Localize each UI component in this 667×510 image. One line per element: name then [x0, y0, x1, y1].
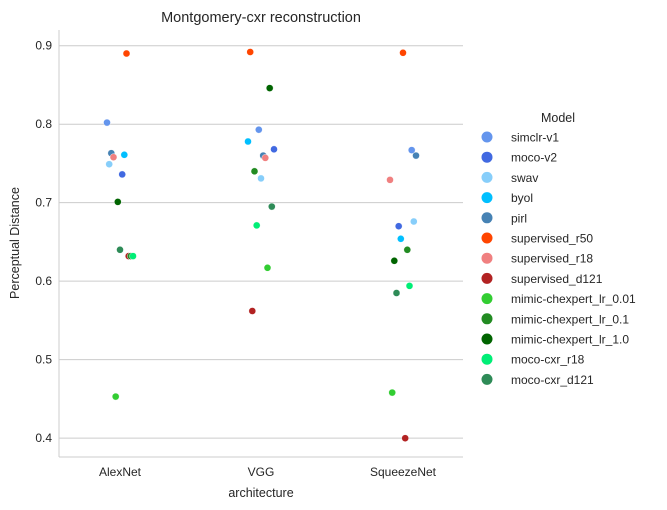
point-swav-squeezenet: [410, 217, 418, 226]
point-mimic-chexpert-lr-0-1-squeezenet: [403, 246, 411, 254]
point-simclr-v1-squeezenet: [408, 146, 416, 154]
legend-marker-simclr-v1: [481, 131, 493, 143]
legend-marker-supervised-d121: [481, 272, 493, 284]
axes: [58, 30, 463, 458]
legend-marker-mimic-chexpert-lr-0-01: [481, 293, 493, 305]
legend-marker-pirl: [481, 212, 493, 224]
legend: Model simclr-v1 moco-v2 swav byol pirl superv…: [481, 111, 636, 387]
x-axis-label: architecture: [228, 486, 293, 500]
y-tick-label: 0.8: [35, 117, 52, 131]
legend-marker-byol: [481, 192, 493, 204]
legend-marker-supervised-r50: [481, 232, 493, 244]
data-points: [103, 48, 420, 442]
x-tick-labels: AlexNet VGG SqueezeNet: [99, 465, 437, 479]
legend-marker-swav: [481, 171, 493, 183]
point-moco-v2-vgg: [270, 145, 278, 154]
point-simclr-v1-vgg: [255, 125, 263, 134]
legend-label-mimic-chexpert-lr-1-0: mimic-chexpert_lr_1.0: [511, 333, 629, 347]
point-supervised-d121-vgg: [248, 307, 257, 315]
legend-marker-moco-cxr-d121: [481, 373, 493, 385]
y-tick-label: 0.5: [35, 353, 52, 367]
point-simclr-v1-alexnet: [103, 118, 111, 127]
point-swav-alexnet: [105, 160, 113, 168]
point-mimic-chexpert-lr-1-0-alexnet: [114, 198, 122, 206]
y-tick-label: 0.7: [35, 196, 52, 210]
point-supervised-r50-squeezenet: [399, 49, 407, 57]
grid-lines: [59, 45, 463, 439]
legend-marker-mimic-chexpert-lr-0-1: [481, 313, 493, 325]
point-swav-vgg: [257, 174, 265, 183]
legend-label-pirl: pirl: [511, 211, 527, 225]
y-tick-labels: 0.4 0.5 0.6 0.7 0.8 0.9: [35, 39, 52, 445]
point-mimic-chexpert-lr-0-01-alexnet: [111, 392, 120, 401]
point-byol-alexnet: [120, 151, 129, 159]
point-supervised-r18-squeezenet: [386, 176, 394, 184]
legend-items: simclr-v1 moco-v2 swav byol pirl supervised_r…: [481, 131, 636, 387]
legend-label-moco-v2: moco-v2: [511, 151, 557, 165]
y-tick-label: 0.9: [35, 39, 52, 53]
point-pirl-squeezenet: [412, 151, 420, 160]
point-moco-cxr-d121-alexnet: [116, 246, 124, 254]
point-moco-cxr-d121-squeezenet: [392, 289, 401, 297]
legend-title: Model: [541, 111, 575, 125]
y-tick-label: 0.6: [35, 274, 52, 288]
legend-label-swav: swav: [511, 171, 538, 185]
chart-title: Montgomery-cxr reconstruction: [161, 10, 361, 26]
point-moco-cxr-r18-squeezenet: [405, 282, 414, 290]
point-moco-v2-alexnet: [118, 170, 126, 179]
legend-marker-mimic-chexpert-lr-1-0: [481, 333, 493, 345]
legend-label-supervised-d121: supervised_d121: [511, 272, 603, 286]
x-tick-label-vgg: VGG: [248, 465, 275, 479]
point-moco-cxr-d121-vgg: [268, 202, 276, 211]
legend-marker-moco-cxr-r18: [481, 353, 493, 365]
legend-label-mimic-chexpert-lr-0-1: mimic-chexpert_lr_0.1: [511, 312, 629, 326]
point-mimic-chexpert-lr-1-0-vgg: [266, 84, 274, 92]
point-supervised-r50-vgg: [246, 48, 254, 56]
point-mimic-chexpert-lr-1-0-squeezenet: [390, 257, 398, 265]
legend-label-mimic-chexpert-lr-0-01: mimic-chexpert_lr_0.01: [511, 292, 636, 306]
y-axis-label: Perceptual Distance: [8, 187, 22, 299]
legend-label-supervised-r18: supervised_r18: [511, 252, 593, 266]
point-supervised-r18-vgg: [261, 154, 269, 162]
point-byol-squeezenet: [397, 235, 405, 243]
legend-label-supervised-r50: supervised_r50: [511, 232, 593, 246]
legend-label-simclr-v1: simclr-v1: [511, 131, 559, 145]
legend-marker-supervised-r18: [481, 252, 493, 264]
point-supervised-d121-squeezenet: [401, 434, 409, 442]
point-mimic-chexpert-lr-0-01-squeezenet: [388, 388, 396, 397]
y-tick-label: 0.4: [35, 431, 52, 445]
point-mimic-chexpert-lr-0-01-vgg: [263, 264, 272, 272]
point-mimic-chexpert-lr-0-1-vgg: [250, 167, 259, 176]
point-moco-v2-squeezenet: [395, 222, 403, 230]
legend-marker-moco-v2: [481, 151, 493, 163]
point-moco-cxr-r18-alexnet: [129, 252, 137, 260]
legend-label-moco-cxr-r18: moco-cxr_r18: [511, 353, 585, 367]
point-supervised-r18-alexnet: [109, 153, 118, 161]
point-supervised-r50-alexnet: [122, 49, 131, 58]
legend-label-byol: byol: [511, 191, 533, 205]
point-moco-cxr-r18-vgg: [253, 221, 261, 230]
x-tick-label-squeezenet: SqueezeNet: [370, 465, 437, 479]
x-tick-label-alexnet: AlexNet: [99, 465, 142, 479]
point-byol-vgg: [244, 137, 252, 146]
legend-label-moco-cxr-d121: moco-cxr_d121: [511, 373, 594, 387]
